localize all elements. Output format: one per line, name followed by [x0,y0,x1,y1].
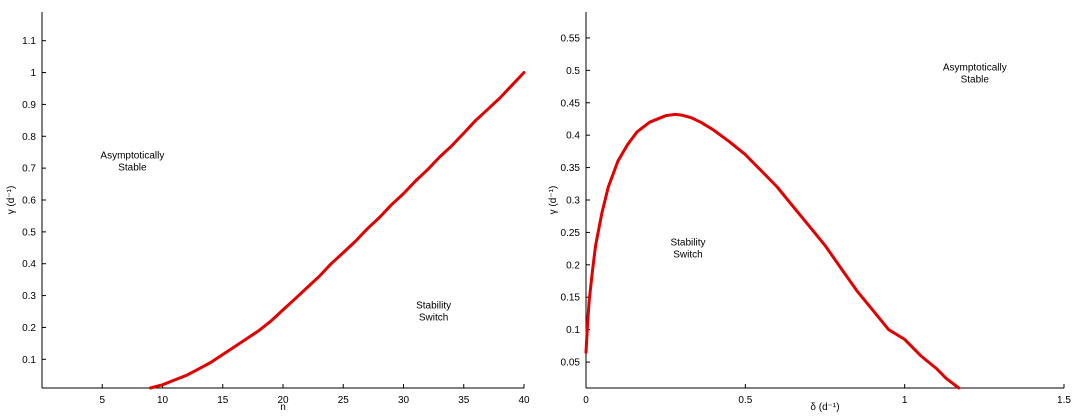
y-tick-label: 0.6 [22,196,36,207]
y-axis-label: γ (d⁻¹) [6,186,17,215]
y-tick-label: 0.1 [566,325,580,336]
x-tick-label: 15 [217,395,229,406]
annotation-line: Stability [416,300,451,311]
y-tick-label: 0.1 [22,355,36,366]
y-tick-label: 0.4 [566,131,580,142]
y-tick-label: 0.05 [561,358,581,369]
annotation-line: Asymptotically [100,151,164,162]
chart-gamma-vs-n: 5 10 15 20 25 30 35 40 0.1 0.2 0.3 0.4 0.5 0.6 0.7 0.8 0… [6,12,530,413]
y-tick-label: 0.5 [22,227,36,238]
y-tick-label: 0.2 [566,260,580,271]
x-tick-label: 1.5 [1057,395,1071,406]
series-line [584,112,961,390]
x-tick-label: 1 [902,395,908,406]
region-annotation: Stability Switch [670,237,705,260]
x-tick-label: 10 [157,395,169,406]
x-tick-label: 25 [338,395,350,406]
annotation-line: Stable [961,74,990,85]
y-tick-label: 1.1 [22,36,36,47]
y-tick-label: 1 [30,68,36,79]
y-tick-label: 0.45 [561,98,581,109]
x-tick-label: 35 [458,395,470,406]
x-tick-label: 0.5 [738,395,752,406]
x-axis-label: n [280,402,286,413]
region-annotation: Asymptotically Stable [100,151,164,174]
chart-gamma-vs-delta: 0 0.5 1 1.5 0.05 0.1 0.15 0.2 0.25 0.3 0.35 0.4 0.45… [548,12,1071,413]
x-tick-label: 5 [99,395,105,406]
x-tick-label: 40 [518,395,530,406]
x-tick-label: 20 [277,395,289,406]
y-tick-label: 0.25 [561,228,581,239]
annotation-line: Switch [673,249,702,260]
y-tick-label: 0.15 [561,293,581,304]
x-axis-label: δ (d⁻¹) [810,402,839,413]
series-line [148,71,526,390]
y-tick-label: 0.9 [22,100,36,111]
y-tick-label: 0.7 [22,164,36,175]
annotation-line: Stable [118,163,147,174]
y-tick-label: 0.5 [566,66,580,77]
region-annotation: Stability Switch [416,300,451,323]
x-tick-label: 30 [398,395,410,406]
x-tick-label: 0 [583,395,589,406]
y-tick-label: 0.35 [561,163,581,174]
annotation-line: Stability [670,237,705,248]
y-tick-label: 0.4 [22,259,36,270]
y-axis-label: γ (d⁻¹) [548,186,559,215]
y-tick-label: 0.8 [22,132,36,143]
y-tick-label: 0.3 [22,291,36,302]
y-tick-label: 0.55 [561,33,581,44]
y-tick-label: 0.3 [566,196,580,207]
y-tick-label: 0.2 [22,323,36,334]
region-annotation: Asymptotically Stable [943,62,1007,85]
annotation-line: Switch [419,312,448,323]
annotation-line: Asymptotically [943,62,1007,73]
